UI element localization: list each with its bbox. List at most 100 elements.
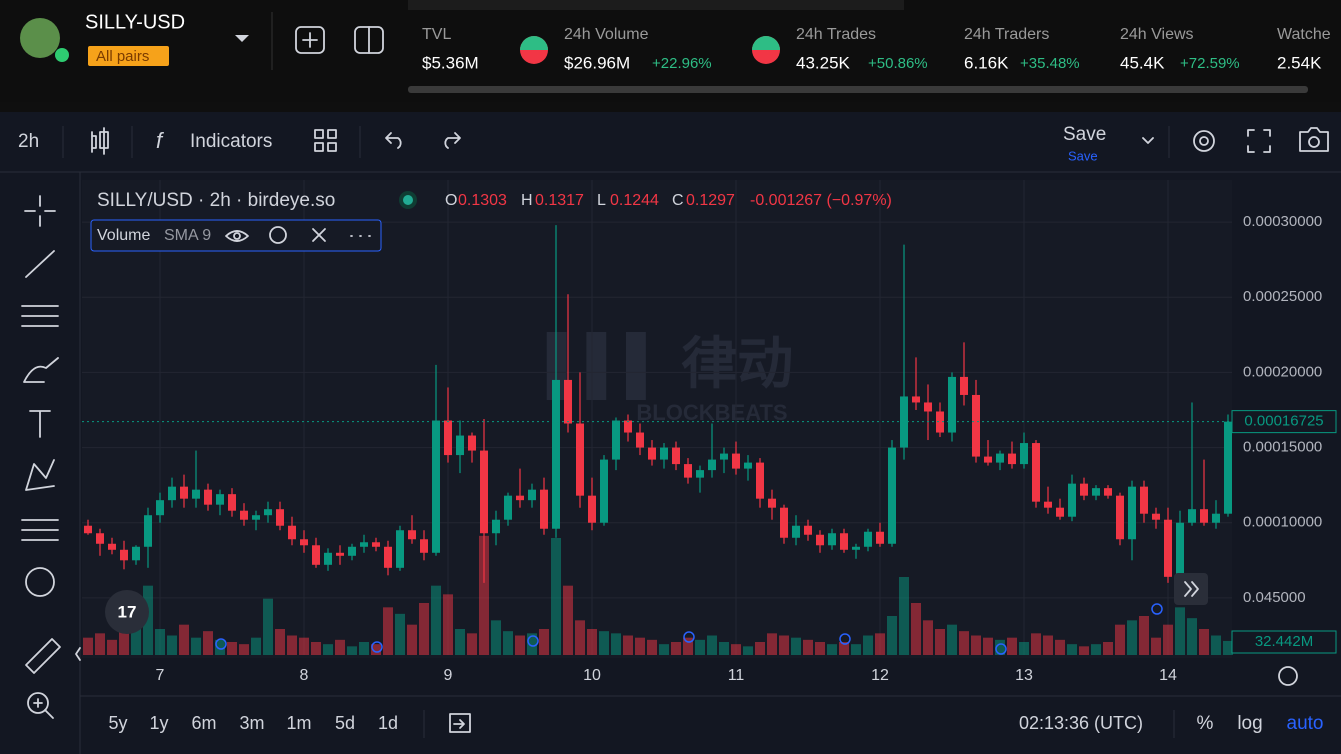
- auto[interactable]: auto: [1287, 713, 1324, 734]
- plot: [82, 180, 1233, 655]
- range[interactable]: 3m: [239, 713, 264, 733]
- add-button[interactable]: [295, 26, 325, 54]
- x-tick-label: 7: [156, 667, 165, 684]
- fib-tool[interactable]: [21, 305, 59, 327]
- ruler[interactable]: [25, 638, 61, 674]
- zoom[interactable]: [27, 692, 49, 714]
- gear[interactable]: [269, 226, 287, 244]
- volume-bar: [119, 616, 129, 655]
- goto-date[interactable]: [449, 713, 471, 733]
- session-marker: [371, 641, 383, 653]
- screenshot[interactable]: [1299, 127, 1329, 152]
- save[interactable]: Save: [1063, 124, 1106, 145]
- volume-bar: [1115, 624, 1125, 655]
- settings[interactable]: [1193, 130, 1215, 152]
- volume-bar: [563, 585, 573, 655]
- candle-body: [1140, 486, 1148, 514]
- forecast-tool[interactable]: [21, 519, 59, 541]
- x-tick-label: 11: [728, 667, 745, 684]
- scrollbar[interactable]: [408, 86, 1308, 93]
- session-marker: [683, 631, 695, 643]
- indicators[interactable]: Indicators: [190, 131, 272, 152]
- percent[interactable]: %: [1197, 713, 1214, 734]
- volume-bar: [359, 642, 369, 655]
- candle-body: [1092, 488, 1100, 496]
- candle-body: [360, 542, 368, 547]
- session-marker: [1151, 603, 1163, 615]
- range[interactable]: 1y: [149, 713, 168, 733]
- undo[interactable]: [385, 132, 402, 149]
- collapse[interactable]: [75, 647, 81, 661]
- stat-change: +50.86%: [868, 55, 928, 72]
- range[interactable]: 5d: [335, 713, 355, 733]
- volume-legend[interactable]: [90, 219, 382, 252]
- candle-body: [420, 539, 428, 553]
- eye-pupil: [233, 232, 241, 240]
- volume-bar: [875, 633, 885, 655]
- candle-body: [1020, 443, 1028, 465]
- candle-body: [972, 394, 980, 457]
- candle-body: [1176, 522, 1184, 577]
- brush[interactable]: [23, 357, 59, 383]
- range[interactable]: 1m: [286, 713, 311, 733]
- candle-body: [804, 525, 812, 535]
- range[interactable]: 6m: [191, 713, 216, 733]
- volume-bar: [407, 624, 417, 655]
- volume-bar: [851, 644, 861, 655]
- log[interactable]: log: [1237, 713, 1262, 734]
- volume-bar: [1043, 635, 1053, 655]
- stat-label: 24h Trades: [796, 26, 876, 43]
- candle-body: [684, 464, 692, 478]
- redo[interactable]: [444, 132, 461, 149]
- stat-label: TVL: [422, 26, 451, 43]
- fullscreen[interactable]: [1247, 129, 1271, 153]
- crosshair[interactable]: [24, 195, 56, 227]
- volume-bar: [275, 629, 285, 655]
- watermark-mark: ▌▌▌ 律动: [547, 332, 794, 400]
- candle-body: [312, 545, 320, 565]
- eye[interactable]: [225, 230, 249, 242]
- save-menu[interactable]: [1142, 137, 1154, 144]
- volume-bar: [803, 639, 813, 655]
- volume-bar: [1067, 644, 1077, 655]
- volume-bar: [83, 637, 93, 655]
- candle-body: [1212, 513, 1220, 523]
- candle-body: [996, 453, 1004, 463]
- volume-bar: [815, 642, 825, 655]
- status-dot: [403, 195, 413, 205]
- volume-bar: [647, 639, 657, 655]
- volume-bar: [611, 633, 621, 655]
- range[interactable]: 5y: [108, 713, 127, 733]
- trend-line[interactable]: [25, 250, 55, 278]
- x-tick-label: 12: [871, 667, 889, 684]
- templates-icon[interactable]: [314, 129, 337, 152]
- zoom-icon: [33, 698, 54, 719]
- plot-area: [82, 180, 1232, 658]
- dropdown[interactable]: [235, 35, 249, 42]
- volume-bar: [491, 620, 501, 655]
- x-tick-label: 8: [300, 667, 309, 684]
- interval[interactable]: 2h: [18, 131, 39, 152]
- candle-icon[interactable]: [91, 127, 109, 155]
- range[interactable]: 1d: [378, 713, 398, 733]
- candle-body: [1008, 453, 1016, 465]
- axis-settings[interactable]: [1278, 666, 1298, 686]
- candle-body: [828, 533, 836, 546]
- ohlc-key: L: [597, 192, 606, 209]
- fx-icon[interactable]: f: [156, 128, 165, 153]
- candle-body: [624, 420, 632, 433]
- candle-body: [180, 486, 188, 499]
- badge[interactable]: All pairs: [96, 48, 149, 65]
- clock[interactable]: 02:13:36 (UTC): [1019, 713, 1143, 733]
- volume-bar: [1151, 637, 1161, 655]
- volume-bar: [755, 642, 765, 655]
- emoji-tool[interactable]: [25, 567, 55, 597]
- volume-bar: [911, 603, 921, 655]
- text-tool[interactable]: [29, 410, 51, 438]
- volume-bar: [995, 639, 1005, 655]
- candle-body: [816, 534, 824, 546]
- volume-bar: [467, 633, 477, 655]
- close[interactable]: [312, 228, 326, 242]
- tv-logo[interactable]: [105, 590, 149, 634]
- pattern-tool[interactable]: [25, 459, 55, 491]
